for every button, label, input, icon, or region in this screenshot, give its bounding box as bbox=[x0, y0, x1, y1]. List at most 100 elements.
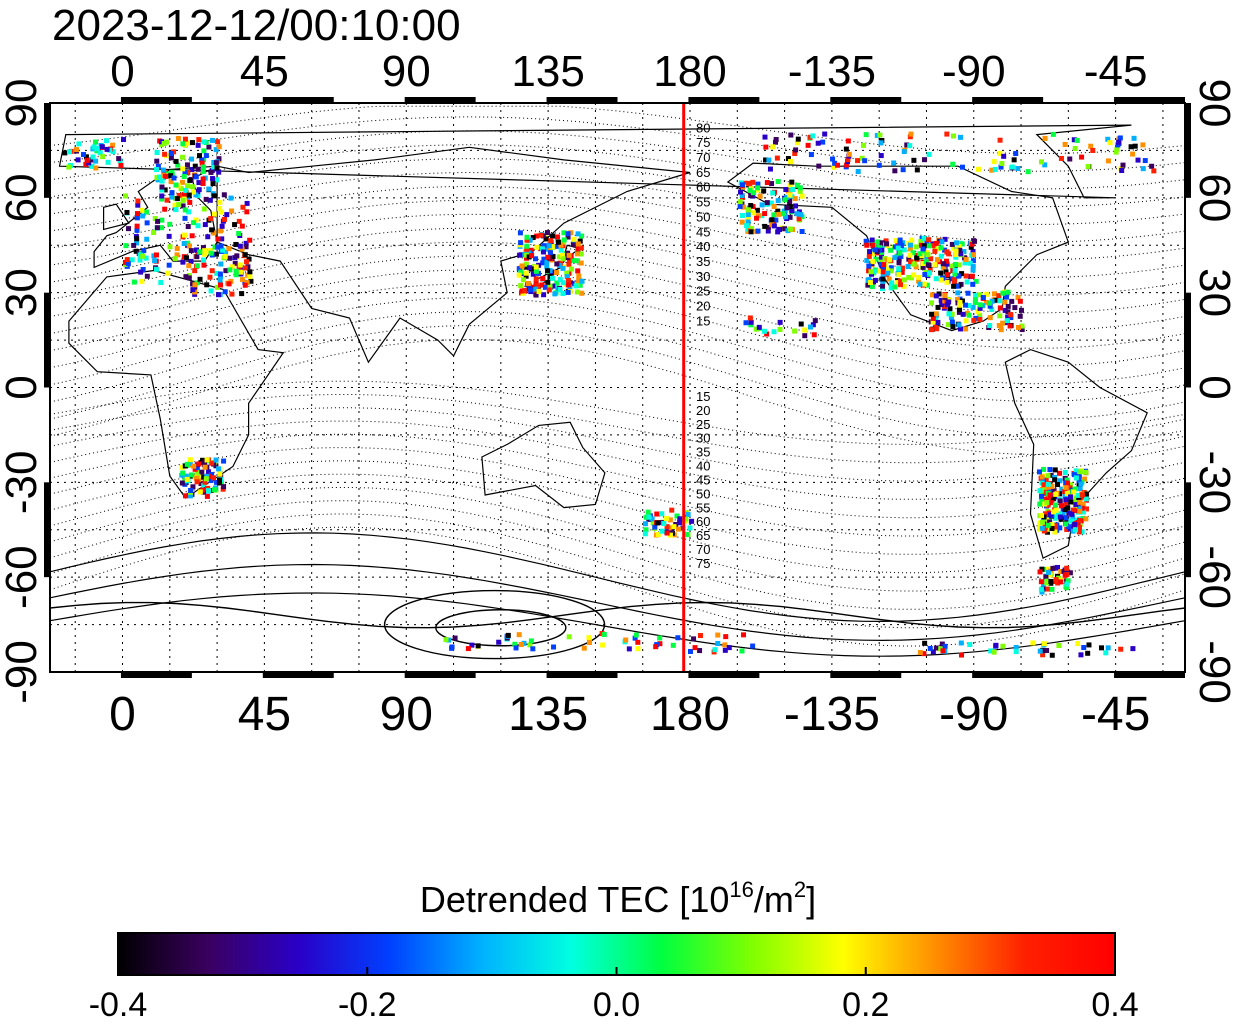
tec-pixel bbox=[1060, 511, 1066, 517]
tec-pixel bbox=[896, 260, 902, 266]
contour-label: 40 bbox=[696, 459, 710, 474]
tec-pixel bbox=[180, 197, 186, 203]
tec-pixel bbox=[570, 241, 576, 247]
tec-pixel bbox=[755, 181, 761, 187]
tec-pixel bbox=[768, 200, 774, 206]
tec-pixel bbox=[1005, 303, 1011, 309]
tec-pixel bbox=[541, 292, 547, 298]
colorbar-tick-label: 0.4 bbox=[1091, 986, 1138, 1024]
contour-line bbox=[49, 325, 1186, 438]
tec-pixel bbox=[152, 216, 158, 222]
tec-pixel bbox=[200, 245, 206, 251]
tec-pixel bbox=[789, 179, 795, 185]
tec-pixel bbox=[922, 640, 928, 646]
tec-pixel bbox=[542, 246, 548, 252]
tec-pixel bbox=[576, 277, 582, 283]
tec-pixel bbox=[209, 460, 215, 466]
tec-pixel bbox=[544, 230, 550, 236]
tec-pixel bbox=[1064, 480, 1070, 486]
timestamp-title: 2023-12-12/00:10:00 bbox=[52, 1, 461, 50]
tec-pixel bbox=[189, 167, 195, 173]
tec-pixel bbox=[538, 232, 544, 238]
tec-pixel bbox=[167, 244, 173, 250]
tec-pixel bbox=[217, 206, 223, 212]
tec-pixel bbox=[165, 270, 171, 276]
tec-pixel bbox=[183, 493, 189, 499]
tec-pixel bbox=[722, 647, 728, 653]
tec-pixel bbox=[1040, 652, 1046, 658]
tec-pixel bbox=[522, 287, 528, 293]
tec-pixel bbox=[209, 137, 215, 143]
tec-pixel bbox=[920, 264, 926, 270]
tec-pixel bbox=[938, 253, 944, 259]
tec-pixel bbox=[785, 156, 791, 162]
tec-pixel bbox=[566, 634, 572, 640]
tec-pixel bbox=[977, 302, 983, 308]
tec-pixel bbox=[623, 637, 629, 643]
tec-pixel bbox=[134, 215, 140, 221]
tec-pixel bbox=[541, 256, 547, 262]
tec-pixel bbox=[214, 177, 220, 183]
tec-pixel bbox=[1051, 488, 1057, 494]
tec-pixel bbox=[560, 265, 566, 271]
tec-pixel bbox=[996, 323, 1002, 329]
tec-pixel bbox=[697, 633, 703, 639]
tec-pixel bbox=[220, 247, 226, 253]
tec-pixel bbox=[861, 142, 867, 148]
tec-pixel bbox=[970, 263, 976, 269]
tec-pixel bbox=[687, 648, 693, 654]
tec-pixel bbox=[99, 144, 105, 150]
tec-pixel bbox=[1065, 578, 1071, 584]
tec-pixel bbox=[745, 212, 751, 218]
tec-pixel bbox=[565, 231, 571, 237]
tec-pixel bbox=[169, 190, 175, 196]
tec-pixel bbox=[517, 252, 523, 258]
tec-pixel bbox=[683, 516, 689, 522]
top-lon-tick-label: -135 bbox=[788, 47, 876, 96]
frame-bar-bottom bbox=[546, 672, 618, 678]
tec-pixel bbox=[1082, 476, 1088, 482]
tec-pixel bbox=[189, 472, 195, 478]
tec-pixel bbox=[1077, 508, 1083, 514]
tec-pixel bbox=[959, 652, 965, 658]
tec-pixel bbox=[90, 154, 96, 160]
tec-pixel bbox=[1000, 643, 1006, 649]
tec-pixel bbox=[159, 187, 165, 193]
tec-pixel bbox=[233, 241, 239, 247]
tec-pixel bbox=[242, 282, 248, 288]
tec-pixel bbox=[159, 225, 165, 231]
tec-pixel bbox=[201, 139, 207, 145]
tec-pixel bbox=[1009, 298, 1015, 304]
tec-pixel bbox=[1041, 582, 1047, 588]
tec-pixel bbox=[122, 259, 128, 265]
tec-pixel bbox=[1037, 488, 1043, 494]
top-lon-tick-label: 180 bbox=[653, 47, 726, 96]
tec-pixel bbox=[739, 182, 745, 188]
tec-pixel bbox=[104, 146, 110, 152]
tec-pixel bbox=[545, 279, 551, 285]
tec-pixel bbox=[186, 192, 192, 198]
tec-pixel bbox=[172, 202, 178, 208]
tec-pixel bbox=[525, 281, 531, 287]
tec-pixel bbox=[530, 235, 536, 241]
tec-pixel bbox=[1047, 492, 1053, 498]
tec-pixel bbox=[201, 206, 207, 212]
tec-pixel bbox=[741, 632, 747, 638]
tec-pixel bbox=[1051, 509, 1057, 515]
tec-pixel bbox=[1064, 526, 1070, 532]
tec-pixel bbox=[790, 186, 796, 192]
tec-pixel bbox=[957, 326, 963, 332]
tec-pixel bbox=[183, 473, 189, 479]
tec-pixel bbox=[792, 196, 798, 202]
tec-pixel bbox=[196, 137, 202, 143]
tec-pixel bbox=[784, 205, 790, 211]
tec-pixel bbox=[1000, 320, 1006, 326]
tec-pixel bbox=[137, 252, 143, 258]
tec-pixel bbox=[528, 247, 534, 253]
tec-pixel bbox=[946, 251, 952, 257]
tec-pixel bbox=[188, 258, 194, 264]
tec-pixel bbox=[1008, 312, 1014, 318]
tec-pixel bbox=[973, 297, 979, 303]
tec-pixel bbox=[787, 192, 793, 198]
tec-pixel bbox=[202, 248, 208, 254]
